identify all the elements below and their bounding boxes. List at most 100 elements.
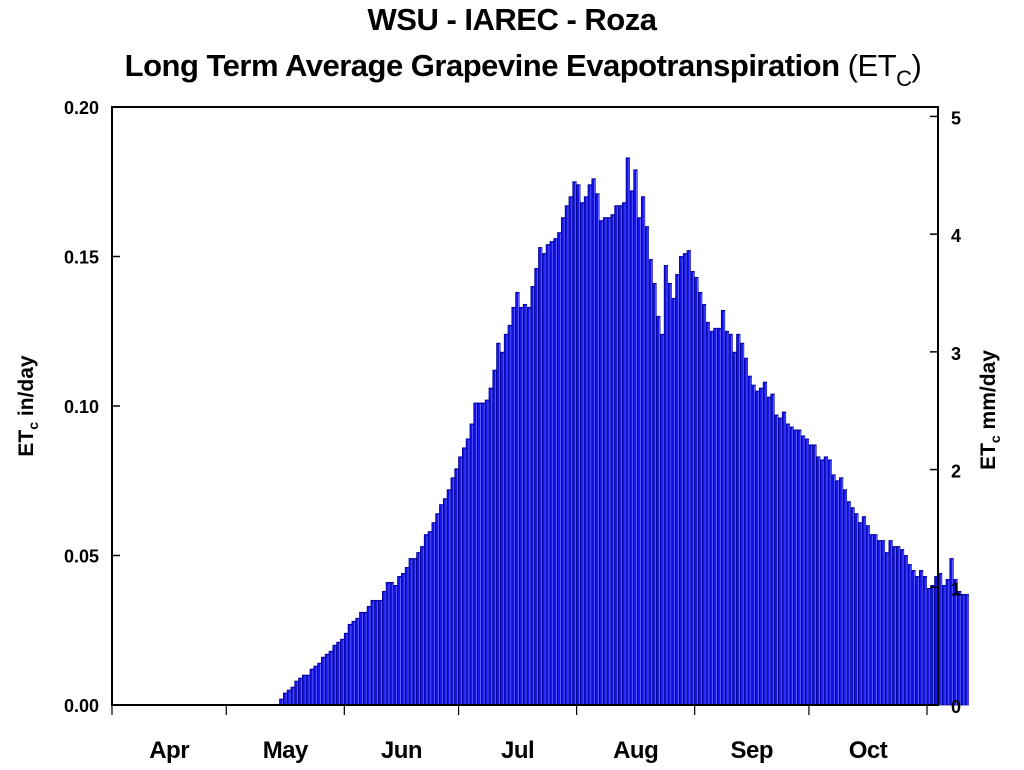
bar-highlight bbox=[521, 308, 523, 705]
bar-highlight bbox=[342, 640, 344, 705]
left-tick-label: 0.05 bbox=[64, 547, 99, 567]
bar-highlight bbox=[331, 652, 333, 705]
bar-highlight bbox=[624, 203, 626, 705]
bar-highlight bbox=[864, 517, 866, 705]
bar-highlight bbox=[784, 412, 786, 705]
bar bbox=[953, 579, 958, 706]
x-tick-label: Jul bbox=[501, 737, 534, 764]
bar-highlight bbox=[758, 392, 759, 705]
bar-highlight bbox=[419, 553, 420, 705]
bar-highlight bbox=[788, 424, 790, 705]
bar-highlight bbox=[369, 607, 371, 705]
bar-highlight bbox=[422, 547, 424, 705]
bar-highlight bbox=[917, 577, 919, 705]
left-tick-label: 0.10 bbox=[64, 397, 99, 417]
bar-highlight bbox=[643, 197, 645, 705]
bar-highlight bbox=[453, 478, 455, 705]
bar-highlight bbox=[487, 401, 489, 705]
bar-highlight bbox=[556, 239, 558, 705]
bar-highlight bbox=[639, 218, 641, 705]
bar-highlight bbox=[796, 430, 798, 705]
bar-highlight bbox=[925, 577, 927, 705]
bar-highlight bbox=[361, 613, 363, 705]
left-tick-label: 0.20 bbox=[64, 98, 99, 118]
bar-highlight bbox=[872, 535, 874, 705]
bar-highlight bbox=[293, 688, 295, 705]
bar-highlight bbox=[735, 353, 737, 705]
bar-highlight bbox=[750, 377, 752, 705]
chart-title-line2: Long Term Average Grapevine Evapotranspi… bbox=[0, 48, 1024, 92]
bar-highlight bbox=[910, 565, 912, 705]
bar-highlight bbox=[647, 227, 649, 705]
bar-highlight bbox=[620, 206, 622, 706]
bar-highlight bbox=[944, 586, 946, 705]
bar-highlight bbox=[761, 389, 763, 705]
bar-highlight bbox=[967, 595, 969, 705]
bar-highlight bbox=[480, 404, 481, 705]
bar-highlight bbox=[567, 206, 569, 706]
bar-highlight bbox=[582, 203, 584, 705]
bar-highlight bbox=[773, 395, 775, 705]
bar-highlight bbox=[940, 574, 942, 705]
bar-highlight bbox=[346, 634, 348, 705]
bar-highlight bbox=[586, 197, 588, 705]
bar-highlight bbox=[666, 266, 668, 705]
bar bbox=[945, 579, 950, 706]
bar-highlight bbox=[780, 418, 782, 705]
x-tick-label: Jun bbox=[381, 737, 422, 764]
bar-highlight bbox=[609, 218, 611, 705]
bar-highlight bbox=[297, 682, 299, 705]
right-tick-label: 5 bbox=[951, 108, 961, 128]
bar-highlight bbox=[670, 284, 672, 705]
bar-highlight bbox=[841, 478, 843, 705]
bar-highlight bbox=[377, 601, 379, 705]
bar-highlight bbox=[384, 592, 386, 705]
bar-highlight bbox=[552, 242, 554, 706]
bar-highlight bbox=[548, 245, 550, 706]
bar-highlight bbox=[799, 430, 801, 705]
bar-highlight bbox=[525, 305, 527, 705]
bar-highlight bbox=[849, 502, 851, 705]
bar-highlight bbox=[575, 182, 577, 705]
bar-series bbox=[279, 157, 969, 706]
bar-highlight bbox=[617, 206, 619, 706]
x-tick-label: Oct bbox=[849, 737, 888, 764]
bar-highlight bbox=[803, 436, 805, 705]
bar-highlight bbox=[792, 427, 794, 705]
x-axis: Apr May Jun Jul Aug Sep Oct bbox=[111, 705, 928, 764]
bar-highlight bbox=[731, 335, 733, 705]
bar-highlight bbox=[392, 583, 394, 705]
bar-highlight bbox=[723, 311, 725, 705]
bar-highlight bbox=[860, 523, 862, 705]
bar-highlight bbox=[956, 580, 957, 705]
bar-highlight bbox=[426, 535, 428, 705]
left-y-axis: 0.00 0.05 0.10 0.15 0.20 bbox=[64, 98, 120, 716]
left-tick-label: 0.00 bbox=[64, 696, 99, 716]
bar-highlight bbox=[708, 323, 710, 705]
bar-highlight bbox=[933, 586, 935, 705]
bar-highlight bbox=[460, 457, 462, 705]
bar-highlight bbox=[350, 625, 352, 705]
bar-highlight bbox=[914, 571, 916, 705]
bar-highlight bbox=[818, 457, 820, 705]
bar-highlight bbox=[830, 460, 832, 705]
bar-highlight bbox=[403, 574, 405, 705]
bar-highlight bbox=[807, 439, 809, 705]
bar-highlight bbox=[948, 580, 950, 705]
bar-highlight bbox=[712, 332, 714, 705]
bar-highlight bbox=[719, 329, 721, 705]
bar-highlight bbox=[365, 613, 367, 705]
bar-highlight bbox=[502, 353, 504, 705]
bar-highlight bbox=[754, 386, 756, 705]
bar-highlight bbox=[822, 460, 824, 705]
bar bbox=[941, 585, 947, 706]
bar-highlight bbox=[499, 344, 500, 705]
bar-highlight bbox=[811, 445, 813, 705]
right-y-axis: 0 1 2 3 4 5 bbox=[930, 108, 961, 717]
bar-highlight bbox=[579, 185, 580, 706]
bar-highlight bbox=[529, 308, 531, 705]
bar-highlight bbox=[354, 622, 356, 705]
right-tick-label: 0 bbox=[951, 697, 961, 717]
bar-highlight bbox=[396, 586, 398, 705]
chart-title-main: Long Term Average Grapevine Evapotranspi… bbox=[124, 48, 840, 83]
